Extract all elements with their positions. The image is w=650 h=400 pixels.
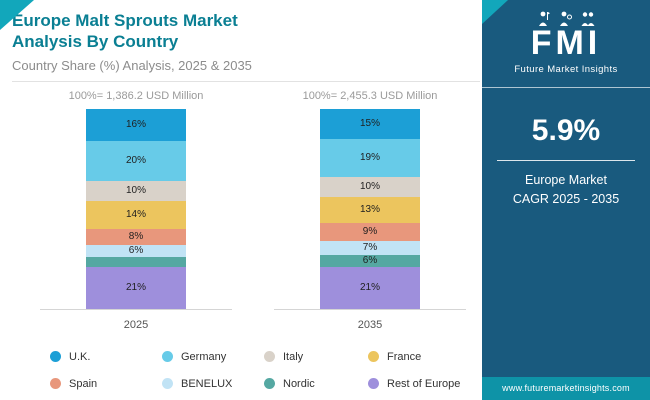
bar-segment-u-k: 16% bbox=[86, 108, 186, 141]
legend-label: Germany bbox=[181, 350, 227, 363]
bar-group-2025: 100%= 1,386.2 USD Million 16% 20% 10% 14% 8%… bbox=[40, 86, 232, 331]
bar-segment-benelux: 7% bbox=[320, 240, 420, 255]
fmi-logo: FMI Future Market Insights bbox=[514, 10, 617, 75]
legend-swatch-icon bbox=[50, 351, 61, 362]
bar-segment-spain: 9% bbox=[320, 222, 420, 241]
legend-label: BENELUX bbox=[181, 377, 233, 390]
axis-baseline bbox=[274, 308, 466, 310]
people-group-icon bbox=[581, 12, 595, 26]
person-flag-icon bbox=[539, 11, 550, 26]
legend-swatch-icon bbox=[368, 378, 379, 389]
bar-segment-italy: 10% bbox=[86, 180, 186, 201]
legend-item-u-k: U.K. bbox=[50, 351, 162, 363]
axis-baseline bbox=[40, 308, 232, 310]
fmi-logo-people-icons bbox=[536, 10, 596, 26]
legend-swatch-icon bbox=[162, 351, 173, 362]
stacked-bar-2035: 15% 19% 10% 13% 9% 7% 6% 21% bbox=[320, 108, 420, 309]
sidebar-divider bbox=[482, 86, 650, 88]
legend-label: France bbox=[387, 350, 422, 363]
bar-segment-spain: 8% bbox=[86, 228, 186, 245]
bar-segment-france: 14% bbox=[86, 200, 186, 229]
total-label-2025: 100%= 1,386.2 USD Million bbox=[68, 89, 204, 102]
legend-item-spain: Spain bbox=[50, 378, 162, 390]
cagr-label-line1: Europe Market bbox=[525, 172, 607, 187]
segment-value-label: 7% bbox=[362, 241, 378, 253]
legend-item-rest-of-europe: Rest of Europe bbox=[368, 378, 498, 390]
segment-value-label: 16% bbox=[125, 118, 146, 130]
segment-value-label: 10% bbox=[359, 180, 380, 192]
cagr-label: Europe Market CAGR 2025 - 2035 bbox=[513, 171, 619, 210]
legend-label: Spain bbox=[69, 377, 98, 390]
legend-swatch-icon bbox=[264, 351, 275, 362]
legend-swatch-icon bbox=[368, 351, 379, 362]
person-search-icon bbox=[560, 11, 572, 26]
segment-value-label: 15% bbox=[359, 117, 380, 129]
bar-segment-benelux: 6% bbox=[86, 244, 186, 257]
header-divider bbox=[12, 80, 480, 82]
legend-item-nordic: Nordic bbox=[264, 378, 368, 390]
year-label-2025: 2025 bbox=[123, 318, 149, 331]
total-label-2035: 100%= 2,455.3 USD Million bbox=[302, 89, 438, 102]
bar-segment-nordic: 6% bbox=[320, 254, 420, 267]
segment-value-label: 21% bbox=[359, 281, 380, 293]
legend: U.K. Germany Italy France Spain BENELUX Nordic… bbox=[50, 351, 482, 390]
legend-item-italy: Italy bbox=[264, 351, 368, 363]
legend-label: Nordic bbox=[283, 377, 315, 390]
segment-value-label: 9% bbox=[362, 225, 378, 237]
bar-segment-germany: 20% bbox=[86, 140, 186, 181]
segment-value-label: 13% bbox=[359, 203, 380, 215]
legend-item-france: France bbox=[368, 351, 498, 363]
segment-value-label: 6% bbox=[362, 254, 378, 266]
fmi-logo-letters: FMI bbox=[530, 24, 602, 62]
segment-value-label: 14% bbox=[125, 208, 146, 220]
bar-segment-italy: 10% bbox=[320, 176, 420, 197]
legend-swatch-icon bbox=[162, 378, 173, 389]
bar-segment-nordic bbox=[86, 256, 186, 267]
page-title: Europe Malt Sprouts Market Analysis By C… bbox=[12, 11, 238, 52]
brand-sidebar: FMI Future Market Insights 5.9% Europe M… bbox=[482, 0, 650, 400]
cagr-value: 5.9% bbox=[531, 113, 601, 147]
page-subtitle: Country Share (%) Analysis, 2025 & 2035 bbox=[12, 57, 252, 73]
sidebar-corner-accent-shape bbox=[482, 0, 508, 24]
segment-value-label: 8% bbox=[128, 230, 144, 242]
legend-item-benelux: BENELUX bbox=[162, 378, 264, 390]
legend-item-germany: Germany bbox=[162, 351, 264, 363]
stacked-bar-chart: 100%= 1,386.2 USD Million 16% 20% 10% 14% 8%… bbox=[12, 86, 482, 331]
legend-label: U.K. bbox=[69, 350, 91, 363]
segment-value-label: 19% bbox=[359, 151, 380, 163]
year-label-2035: 2035 bbox=[357, 318, 383, 331]
bar-segment-rest-of-europe: 21% bbox=[320, 266, 420, 309]
bar-segment-france: 13% bbox=[320, 196, 420, 223]
chart-area: Europe Malt Sprouts Market Analysis By C… bbox=[12, 11, 482, 390]
bar-segment-germany: 19% bbox=[320, 138, 420, 177]
legend-label: Italy bbox=[283, 350, 304, 363]
cagr-label-line2: CAGR 2025 - 2035 bbox=[512, 192, 620, 207]
bar-segment-rest-of-europe: 21% bbox=[86, 266, 186, 309]
brand-name: Future Market Insights bbox=[514, 63, 618, 75]
bar-segment-u-k: 15% bbox=[320, 108, 420, 139]
stacked-bar-2025: 16% 20% 10% 14% 8% 6% 21% bbox=[86, 108, 186, 309]
segment-value-label: 6% bbox=[128, 244, 144, 256]
legend-swatch-icon bbox=[50, 378, 61, 389]
legend-label: Rest of Europe bbox=[387, 377, 461, 390]
segment-value-label: 20% bbox=[125, 154, 146, 166]
sidebar-divider-short bbox=[497, 159, 635, 161]
website-link[interactable]: www.futuremarketinsights.com bbox=[482, 377, 650, 400]
segment-value-label: 21% bbox=[125, 281, 146, 293]
segment-value-label: 10% bbox=[125, 184, 146, 196]
legend-swatch-icon bbox=[264, 378, 275, 389]
bar-group-2035: 100%= 2,455.3 USD Million 15% 19% 10% 13% 9%… bbox=[274, 86, 466, 331]
